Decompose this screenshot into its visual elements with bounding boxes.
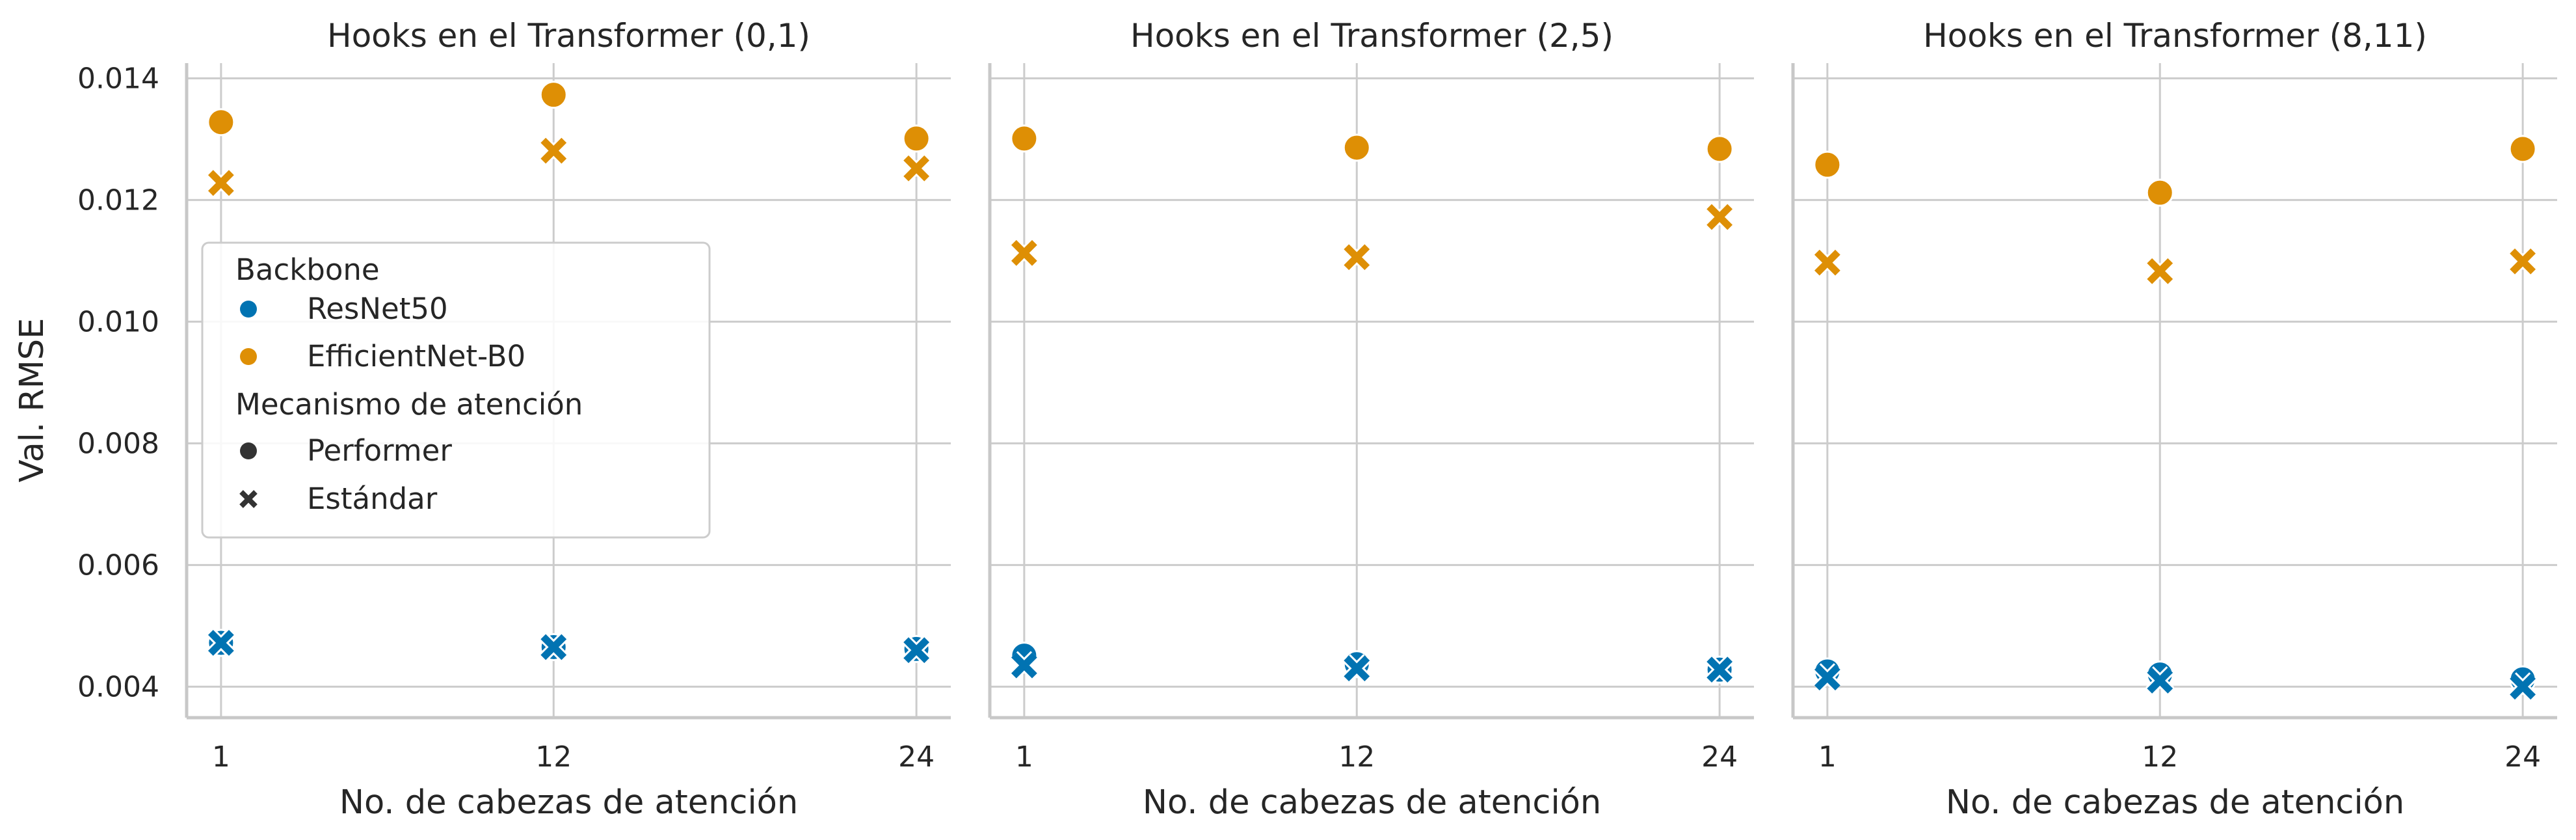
data-point-cross bbox=[206, 628, 235, 658]
x-tick-label: 12 bbox=[535, 740, 572, 774]
x-tick-label: 24 bbox=[1701, 740, 1738, 774]
y-tick-label: 0.014 bbox=[77, 62, 159, 95]
legend-swatch-cross bbox=[239, 490, 258, 508]
data-point-cross bbox=[1009, 651, 1039, 680]
y-tick-label: 0.012 bbox=[77, 183, 159, 217]
y-tick-label: 0.008 bbox=[77, 427, 159, 460]
x-axis-label: No. de cabezas de atención bbox=[1143, 783, 1601, 822]
data-point-cross bbox=[1342, 243, 1372, 272]
y-axis-label: Val. RMSE bbox=[13, 318, 51, 483]
data-point-circle bbox=[1813, 150, 1842, 179]
x-tick-label: 1 bbox=[1015, 740, 1033, 774]
y-tick-label: 0.006 bbox=[77, 549, 159, 582]
legend-title-mechanism: Mecanismo de atención bbox=[235, 387, 583, 422]
data-point-cross bbox=[539, 136, 568, 165]
x-axis-label: No. de cabezas de atención bbox=[1946, 783, 2404, 822]
x-tick-label: 1 bbox=[212, 740, 230, 774]
legend-frame bbox=[201, 241, 711, 539]
data-point-cross bbox=[2508, 672, 2538, 701]
data-point-circle bbox=[1342, 133, 1371, 162]
data-point-cross bbox=[1705, 202, 1734, 232]
x-tick-label: 1 bbox=[1818, 740, 1837, 774]
data-point-cross bbox=[1009, 238, 1039, 267]
x-axis-label: No. de cabezas de atención bbox=[339, 783, 798, 822]
data-point-circle bbox=[539, 81, 568, 109]
x-tick-label: 12 bbox=[1338, 740, 1375, 774]
data-point-cross bbox=[1812, 663, 1842, 692]
y-tick-label: 0.010 bbox=[77, 305, 159, 338]
data-point-cross bbox=[1812, 248, 1842, 277]
data-point-circle bbox=[207, 108, 235, 137]
data-point-circle bbox=[902, 124, 931, 153]
data-point-cross bbox=[539, 632, 568, 662]
data-point-cross bbox=[1705, 655, 1734, 684]
legend-label: Performer bbox=[307, 433, 452, 468]
data-point-circle bbox=[1705, 135, 1734, 163]
legend-swatch-circle bbox=[240, 442, 257, 459]
y-tick-label: 0.004 bbox=[77, 670, 159, 703]
data-point-cross bbox=[2145, 666, 2175, 695]
data-point-cross bbox=[2145, 256, 2175, 286]
panels: Hooks en el Transformer (0,1) 1 12 24 No. de… bbox=[77, 17, 2557, 822]
x-tick-label: 12 bbox=[2142, 740, 2178, 774]
x-tick-label: 24 bbox=[2504, 740, 2541, 774]
panel-2: Hooks en el Transformer (2,5) 1 12 24 No. de… bbox=[988, 17, 1754, 822]
data-point-cross bbox=[1342, 654, 1372, 683]
data-point-cross bbox=[902, 636, 931, 665]
data-point-circle bbox=[2508, 135, 2537, 163]
data-point-circle bbox=[1010, 124, 1039, 153]
legend-label: EfficientNet-B0 bbox=[307, 339, 525, 373]
panel-title: Hooks en el Transformer (0,1) bbox=[327, 17, 810, 55]
panel-1: Hooks en el Transformer (0,1) 1 12 24 No. de… bbox=[77, 17, 951, 822]
data-point-cross bbox=[206, 169, 235, 198]
panel-title: Hooks en el Transformer (2,5) bbox=[1130, 17, 1613, 55]
x-tick-label: 24 bbox=[898, 740, 935, 774]
data-point-cross bbox=[902, 154, 931, 183]
legend: Backbone ResNet50 EfficientNet-B0 Mecanismo… bbox=[201, 241, 711, 539]
legend-swatch-backbone bbox=[240, 301, 257, 318]
data-point-cross bbox=[2508, 247, 2538, 276]
legend-label: ResNet50 bbox=[307, 291, 448, 326]
legend-label: Estándar bbox=[307, 481, 438, 516]
panel-3: Hooks en el Transformer (8,11) 1 12 24 No. d… bbox=[1791, 17, 2557, 822]
legend-title-backbone: Backbone bbox=[235, 252, 380, 287]
legend-swatch-backbone bbox=[240, 348, 257, 365]
data-point-circle bbox=[2145, 178, 2174, 207]
panel-title: Hooks en el Transformer (8,11) bbox=[1923, 17, 2427, 55]
